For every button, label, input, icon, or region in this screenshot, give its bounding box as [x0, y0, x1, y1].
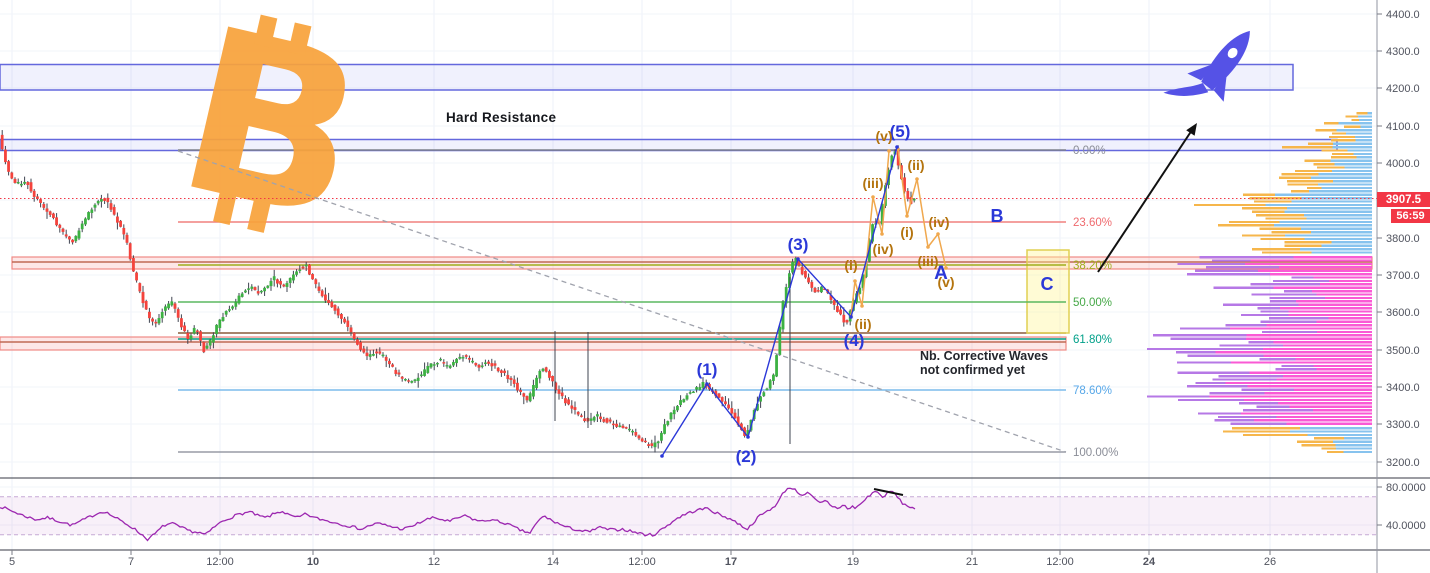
elliott-wave-drawings[interactable]: (1) (2) (3) (4) (5) (i) (ii) (iii) (iv) (v) (i) (ii…	[660, 122, 955, 466]
svg-text:12:00: 12:00	[1046, 556, 1074, 568]
bitcoin-logo-icon: B	[159, 0, 385, 273]
svg-text:23.60%: 23.60%	[1073, 217, 1112, 229]
svg-text:(v): (v)	[937, 274, 954, 290]
svg-text:(3): (3)	[788, 235, 809, 254]
svg-text:(iv): (iv)	[929, 214, 950, 230]
svg-text:38.20%: 38.20%	[1073, 260, 1112, 272]
svg-text:(5): (5)	[890, 122, 911, 141]
svg-text:3600.0: 3600.0	[1386, 307, 1420, 319]
svg-text:3200.0: 3200.0	[1386, 457, 1420, 469]
svg-text:100.00%: 100.00%	[1073, 447, 1118, 459]
svg-text:0.00%: 0.00%	[1073, 145, 1106, 157]
svg-text:(iii): (iii)	[863, 175, 884, 191]
svg-text:4100.0: 4100.0	[1386, 121, 1420, 133]
svg-text:(iv): (iv)	[873, 241, 894, 257]
svg-text:4400.0: 4400.0	[1386, 9, 1420, 21]
svg-text:4200.0: 4200.0	[1386, 83, 1420, 95]
svg-text:10: 10	[307, 556, 319, 568]
svg-text:(i): (i)	[844, 257, 857, 273]
svg-text:61.80%: 61.80%	[1073, 334, 1112, 346]
trendline-and-arrow[interactable]	[177, 123, 1197, 453]
svg-text:3500.0: 3500.0	[1386, 345, 1420, 357]
svg-text:3300.0: 3300.0	[1386, 419, 1420, 431]
svg-text:78.60%: 78.60%	[1073, 385, 1112, 397]
svg-text:80.0000: 80.0000	[1386, 482, 1426, 494]
svg-text:14: 14	[547, 556, 559, 568]
svg-text:(iii): (iii)	[918, 253, 939, 269]
svg-text:(v): (v)	[875, 128, 892, 144]
current-price-badge: 3907.5	[1377, 192, 1430, 207]
volume-profile	[1146, 112, 1372, 454]
svg-text:(ii): (ii)	[854, 316, 871, 332]
svg-text:7: 7	[128, 556, 134, 568]
svg-text:(1): (1)	[697, 360, 718, 379]
svg-text:5: 5	[9, 556, 15, 568]
svg-text:26: 26	[1264, 556, 1276, 568]
svg-text:(2): (2)	[736, 447, 757, 466]
support-resistance-zones	[0, 63, 1373, 351]
rsi-indicator-panel[interactable]	[0, 487, 1377, 542]
svg-text:12: 12	[428, 556, 440, 568]
svg-text:12:00: 12:00	[206, 556, 234, 568]
candle-countdown-badge: 56:59	[1391, 209, 1430, 223]
fibonacci-retracement: 0.00% 23.60% 38.20% 50.00% 61.80% 78.60% 100.0…	[178, 145, 1118, 459]
svg-text:(i): (i)	[900, 224, 913, 240]
svg-text:40.0000: 40.0000	[1386, 520, 1426, 532]
svg-text:4000.0: 4000.0	[1386, 158, 1420, 170]
svg-text:19: 19	[847, 556, 859, 568]
rocket-icon	[1163, 30, 1250, 102]
candlesticks	[0, 130, 916, 453]
svg-text:3400.0: 3400.0	[1386, 382, 1420, 394]
svg-text:50.00%: 50.00%	[1073, 297, 1112, 309]
svg-text:17: 17	[725, 556, 737, 568]
svg-text:3700.0: 3700.0	[1386, 270, 1420, 282]
svg-text:12:00: 12:00	[628, 556, 656, 568]
svg-text:(ii): (ii)	[907, 157, 924, 173]
svg-text:21: 21	[966, 556, 978, 568]
svg-text:3800.0: 3800.0	[1386, 233, 1420, 245]
svg-text:(4): (4)	[844, 331, 865, 350]
svg-text:4300.0: 4300.0	[1386, 46, 1420, 58]
svg-text:24: 24	[1143, 556, 1156, 568]
